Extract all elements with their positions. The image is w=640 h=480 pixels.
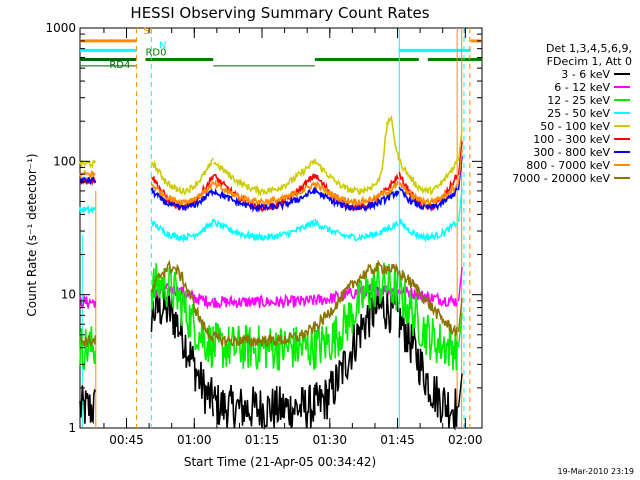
series-line xyxy=(398,181,458,207)
series-line xyxy=(79,326,97,371)
legend-entry-label: 25 - 50 keV xyxy=(547,107,610,120)
series-line xyxy=(398,308,458,431)
series-line xyxy=(150,218,214,244)
x-tick-label: 02:00 xyxy=(448,433,483,447)
series-line xyxy=(150,263,214,369)
legend-entry-label: 50 - 100 keV xyxy=(540,120,610,133)
legend-header: Det 1,3,4,5,6,9, xyxy=(546,42,632,55)
y-tick-label: 10 xyxy=(61,288,76,302)
series-line xyxy=(212,321,316,348)
series-line xyxy=(79,159,97,169)
plot-frame xyxy=(79,27,483,429)
y-tick-label: 1 xyxy=(68,421,76,435)
series-25-50kev xyxy=(79,187,463,244)
chart-title: HESSI Observing Summary Count Rates xyxy=(130,4,429,22)
series-line xyxy=(398,270,458,337)
series-line xyxy=(398,158,458,196)
series-line xyxy=(79,176,97,186)
series-50-100kev xyxy=(79,114,463,197)
series-line xyxy=(150,259,214,343)
timestamp: 19-Mar-2010 23:19 xyxy=(558,467,635,476)
y-tick-label: 100 xyxy=(53,154,76,168)
series-line xyxy=(212,293,316,309)
series-line xyxy=(79,294,97,310)
legend-header: FDecim 1, Att 0 xyxy=(547,55,632,68)
legend-entry-label: 800 - 7000 keV xyxy=(526,159,610,172)
series-line xyxy=(79,205,97,215)
annotation-rd0: RD0 xyxy=(145,48,166,59)
legend-entry-label: 12 - 25 keV xyxy=(547,94,610,107)
series-line xyxy=(314,262,399,369)
legend-entry-label: 300 - 800 keV xyxy=(533,146,610,159)
x-tick-label: 01:30 xyxy=(312,433,347,447)
series-line xyxy=(398,217,458,243)
x-tick-label: 01:15 xyxy=(245,433,280,447)
series-line xyxy=(398,276,458,371)
x-tick-label: 01:00 xyxy=(177,433,212,447)
series-line xyxy=(314,286,399,420)
series-tail xyxy=(457,141,463,176)
series-line xyxy=(212,178,316,207)
series-800-7000kev xyxy=(79,149,463,207)
series-7000-20000kev xyxy=(79,259,463,348)
series-tail xyxy=(457,149,463,184)
series-line xyxy=(212,187,316,213)
series-tail xyxy=(457,313,463,348)
series-line xyxy=(212,218,316,242)
x-axis-label: Start Time (21-Apr-05 00:34:42) xyxy=(184,455,376,469)
series-line xyxy=(212,384,316,431)
series-line xyxy=(314,114,400,195)
series-tail xyxy=(457,187,463,223)
annotation-n: N xyxy=(159,41,166,52)
series-tail xyxy=(457,297,463,332)
series-line xyxy=(314,187,400,213)
series-line xyxy=(79,335,97,347)
annotation-si: SI xyxy=(143,26,152,37)
series-line xyxy=(150,187,214,212)
y-axis-label: Count Rate (s⁻¹ detector⁻¹) xyxy=(25,153,39,316)
legend-entry-label: 3 - 6 keV xyxy=(561,68,610,81)
legend-entry-label: 100 - 300 keV xyxy=(533,133,610,146)
y-tick-label: 1000 xyxy=(45,21,76,35)
legend-entry-label: 6 - 12 keV xyxy=(554,81,610,94)
series-line xyxy=(212,322,316,371)
series-3-6kev xyxy=(79,286,463,431)
legend: Det 1,3,4,5,6,9,FDecim 1, Att 03 - 6 keV… xyxy=(512,42,632,185)
series-line xyxy=(314,281,400,306)
series-line xyxy=(212,159,316,197)
series-line xyxy=(314,259,400,333)
series-line xyxy=(79,169,96,180)
x-tick-label: 00:45 xyxy=(109,433,144,447)
series-line xyxy=(150,157,214,196)
series-line xyxy=(150,180,214,207)
series-line xyxy=(314,218,399,242)
series-line xyxy=(398,185,458,212)
series-tail xyxy=(457,126,463,162)
series-tail xyxy=(457,267,463,302)
annotation-rd4: RD4 xyxy=(109,60,130,71)
series-line xyxy=(150,286,214,417)
legend-entry-label: 7000 - 20000 keV xyxy=(512,172,610,185)
x-tick-label: 01:45 xyxy=(380,433,415,447)
series-line xyxy=(314,180,400,206)
series-tail xyxy=(457,373,463,408)
